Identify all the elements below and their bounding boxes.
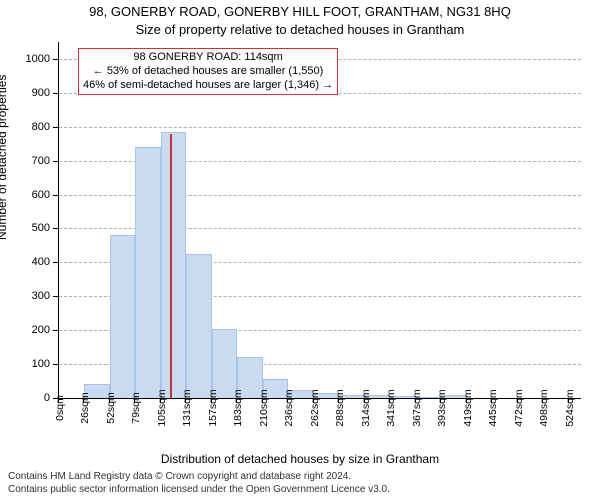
annotation-line: 98 GONERBY ROAD: 114sqm xyxy=(83,51,333,65)
x-tick-label: 262sqm xyxy=(309,389,321,426)
histogram-bar xyxy=(212,329,237,399)
x-tick-label: 288sqm xyxy=(334,389,346,426)
histogram-bar xyxy=(161,132,186,398)
annotation-line: 46% of semi-detached houses are larger (… xyxy=(83,79,333,93)
y-tick-mark xyxy=(53,127,58,128)
footer-line-2: Contains public sector information licen… xyxy=(8,484,390,497)
y-tick-mark xyxy=(53,161,58,162)
x-tick-label: 498sqm xyxy=(538,389,550,426)
attribution-footer: Contains HM Land Registry data © Crown c… xyxy=(8,471,390,496)
x-tick-label: 26sqm xyxy=(79,392,91,424)
x-tick-label: 236sqm xyxy=(283,389,295,426)
x-tick-label: 367sqm xyxy=(411,389,423,426)
y-tick-mark xyxy=(53,330,58,331)
x-tick-label: 393sqm xyxy=(436,389,448,426)
x-tick-label: 52sqm xyxy=(105,392,117,424)
x-tick-label: 419sqm xyxy=(462,389,474,426)
y-tick-label: 700 xyxy=(0,155,50,167)
y-tick-mark xyxy=(53,262,58,263)
x-tick-label: 341sqm xyxy=(385,389,397,426)
histogram-bar xyxy=(186,254,211,398)
footer-line-1: Contains HM Land Registry data © Crown c… xyxy=(8,471,390,484)
y-tick-label: 600 xyxy=(0,189,50,201)
subject-marker-line xyxy=(170,134,172,398)
y-tick-mark xyxy=(53,195,58,196)
chart-container: 98, GONERBY ROAD, GONERBY HILL FOOT, GRA… xyxy=(0,0,600,500)
x-tick-label: 472sqm xyxy=(513,389,525,426)
y-tick-mark xyxy=(53,296,58,297)
y-tick-label: 1000 xyxy=(0,53,50,65)
x-tick-label: 0sqm xyxy=(54,395,66,421)
x-tick-label: 183sqm xyxy=(232,389,244,426)
x-tick-label: 445sqm xyxy=(487,389,499,426)
y-tick-mark xyxy=(53,228,58,229)
histogram-bar xyxy=(110,235,135,398)
y-tick-label: 900 xyxy=(0,87,50,99)
x-tick-label: 105sqm xyxy=(156,389,168,426)
x-tick-label: 79sqm xyxy=(130,392,142,424)
x-tick-label: 314sqm xyxy=(360,389,372,426)
plot-area xyxy=(58,42,581,399)
x-axis-label: Distribution of detached houses by size … xyxy=(0,452,600,466)
y-tick-label: 800 xyxy=(0,121,50,133)
annotation-line: ← 53% of detached houses are smaller (1,… xyxy=(83,65,333,79)
y-tick-mark xyxy=(53,93,58,94)
y-tick-mark xyxy=(53,59,58,60)
x-tick-label: 157sqm xyxy=(207,389,219,426)
y-tick-label: 300 xyxy=(0,290,50,302)
y-tick-label: 100 xyxy=(0,358,50,370)
chart-title-address: 98, GONERBY ROAD, GONERBY HILL FOOT, GRA… xyxy=(0,4,600,19)
x-tick-label: 524sqm xyxy=(564,389,576,426)
y-tick-label: 400 xyxy=(0,256,50,268)
y-tick-label: 0 xyxy=(0,392,50,404)
annotation-box: 98 GONERBY ROAD: 114sqm← 53% of detached… xyxy=(78,48,338,95)
x-tick-label: 131sqm xyxy=(181,389,193,426)
y-tick-label: 500 xyxy=(0,222,50,234)
gridline xyxy=(59,127,581,128)
y-tick-mark xyxy=(53,364,58,365)
chart-title-subtitle: Size of property relative to detached ho… xyxy=(0,22,600,37)
x-tick-label: 210sqm xyxy=(258,389,270,426)
y-tick-label: 200 xyxy=(0,324,50,336)
histogram-bar xyxy=(135,147,160,398)
